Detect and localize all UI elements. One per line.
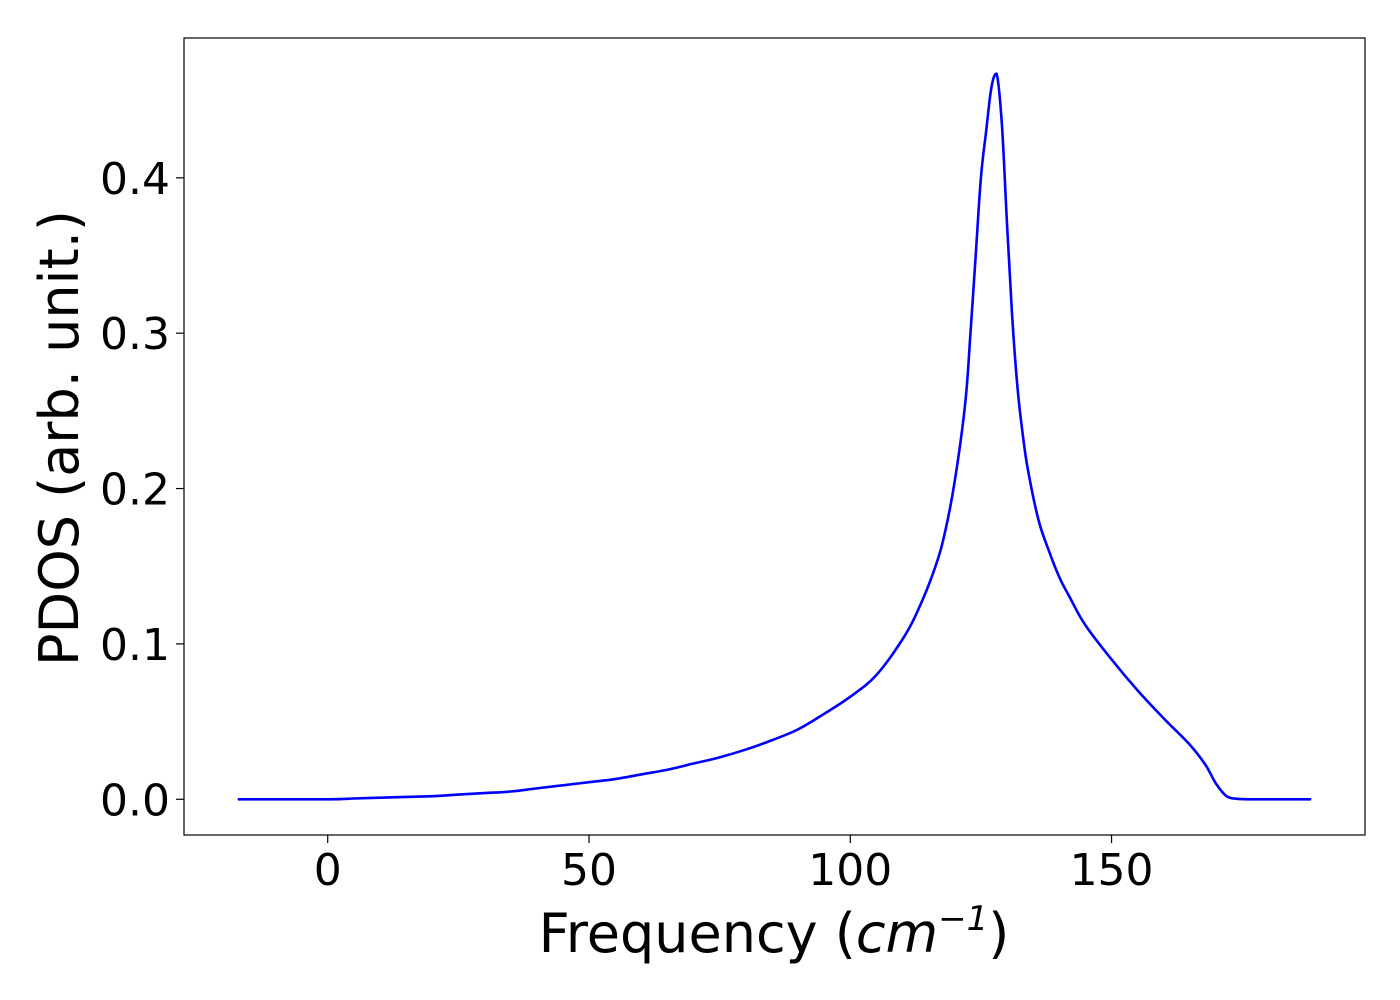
y-tick-label: 0.0 (100, 775, 170, 826)
plot-area (183, 37, 1366, 836)
y-axis-label: PDOS (arb. unit.) (28, 210, 91, 666)
x-tick-label: 50 (561, 845, 617, 896)
x-tick-label: 150 (1070, 845, 1154, 896)
pdos-series-line (237, 72, 1312, 801)
x-tick-label: 100 (808, 845, 892, 896)
y-tick-label: 0.4 (100, 154, 170, 205)
x-tick-label: 0 (314, 845, 342, 896)
y-tick-label: 0.3 (100, 309, 170, 360)
y-tick-label: 0.2 (100, 465, 170, 516)
x-axis-label: Frequency (cm−1) (539, 899, 1010, 965)
series-layer (237, 72, 1312, 801)
y-tick-label: 0.1 (100, 620, 170, 671)
y-axis-ticks: 0.0 0.1 0.2 0.3 0.4 (100, 154, 184, 826)
x-axis-ticks: 0 50 100 150 (314, 835, 1154, 896)
plot-frame (183, 37, 1366, 836)
